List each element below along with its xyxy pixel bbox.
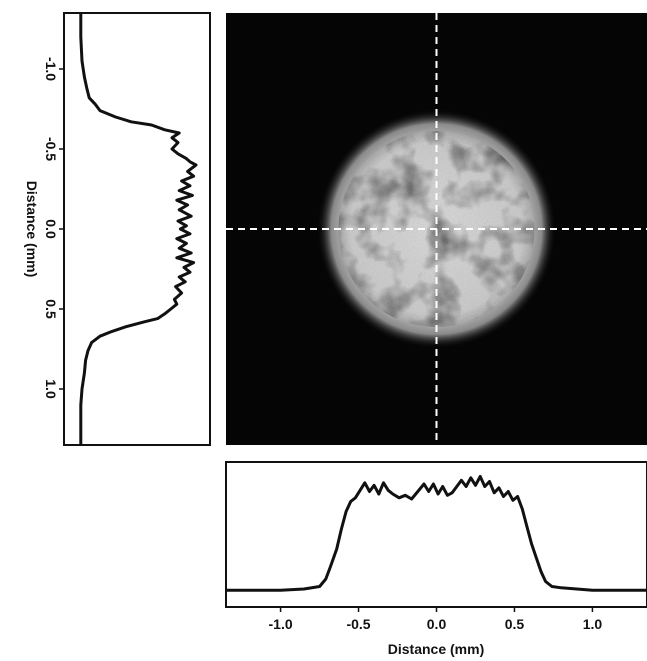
- vertical-profile-tick-label: -0.5: [43, 137, 59, 161]
- horizontal-profile-tick-label: 0.5: [505, 616, 525, 632]
- vertical-profile-axis-label: Distance (mm): [24, 181, 40, 277]
- beam-image: [226, 13, 647, 445]
- vertical-profile-frame: [63, 12, 211, 446]
- horizontal-profile-tick-label: 1.0: [583, 616, 603, 632]
- horizontal-profile-line: [226, 475, 647, 592]
- horizontal-profile-tick-label: -1.0: [269, 616, 293, 632]
- vertical-profile-tick-label: -1.0: [43, 57, 59, 81]
- horizontal-profile-axis-label: Distance (mm): [388, 641, 484, 657]
- horizontal-profile-tick-label: 0.0: [427, 616, 447, 632]
- vertical-profile-panel: -1.0 -0.5 0.0 0.5 1.0 Distance (mm): [24, 12, 211, 446]
- vertical-profile-tick-label: 0.5: [43, 299, 59, 319]
- vertical-profile-line: [79, 13, 198, 445]
- vertical-profile-ticks: -1.0 -0.5 0.0 0.5 1.0: [43, 57, 64, 399]
- horizontal-profile-ticks: -1.0 -0.5 0.0 0.5 1.0: [269, 607, 603, 632]
- horizontal-profile-tick-label: -0.5: [346, 616, 370, 632]
- vertical-profile-tick-label: 0.0: [43, 219, 59, 239]
- horizontal-profile-frame: [225, 461, 647, 608]
- vertical-profile-tick-label: 1.0: [43, 379, 59, 399]
- horizontal-profile-panel: -1.0 -0.5 0.0 0.5 1.0 Distance (mm): [225, 461, 647, 657]
